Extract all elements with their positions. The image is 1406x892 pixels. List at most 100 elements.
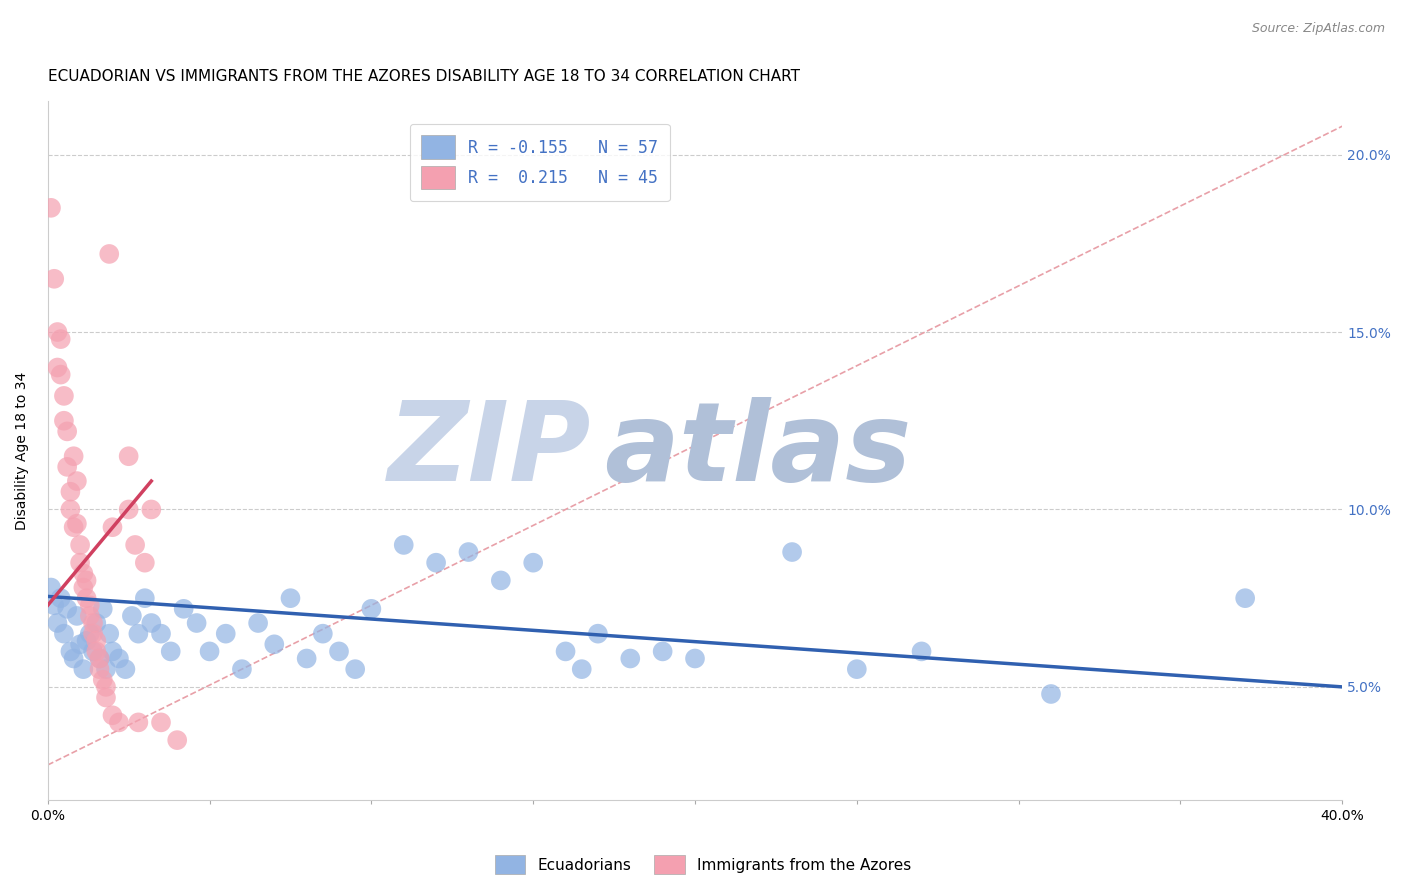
Point [127, 626, 149, 640]
Point [263, 637, 285, 651]
Point [59, 502, 82, 516]
Point [94, 680, 117, 694]
Point [247, 615, 270, 630]
Point [76, 633, 98, 648]
Point [98, 626, 121, 640]
Point [66, 608, 89, 623]
Point [683, 651, 706, 665]
Text: ZIP: ZIP [388, 398, 592, 504]
Point [59, 484, 82, 499]
Point [69, 556, 91, 570]
Point [52, 389, 75, 403]
Point [231, 662, 253, 676]
Text: Source: ZipAtlas.com: Source: ZipAtlas.com [1251, 22, 1385, 36]
Legend: Ecuadorians, Immigrants from the Azores: Ecuadorians, Immigrants from the Azores [489, 849, 917, 880]
Point [66, 516, 89, 531]
Point [173, 602, 195, 616]
Point [44, 599, 66, 613]
Point [69, 538, 91, 552]
Point [101, 520, 124, 534]
Point [39, 201, 62, 215]
Point [118, 449, 141, 463]
Point [571, 662, 593, 676]
Point [328, 644, 350, 658]
Point [49, 332, 72, 346]
Point [159, 644, 181, 658]
Point [619, 651, 641, 665]
Point [76, 591, 98, 606]
Point [49, 368, 72, 382]
Point [91, 602, 114, 616]
Point [215, 626, 238, 640]
Point [52, 626, 75, 640]
Point [280, 591, 302, 606]
Point [98, 247, 121, 261]
Point [121, 608, 143, 623]
Point [1040, 687, 1063, 701]
Point [910, 644, 932, 658]
Point [79, 626, 101, 640]
Point [344, 662, 367, 676]
Point [89, 651, 111, 665]
Point [82, 644, 104, 658]
Point [134, 556, 156, 570]
Point [59, 644, 82, 658]
Point [82, 626, 104, 640]
Text: atlas: atlas [605, 398, 911, 504]
Point [392, 538, 415, 552]
Point [586, 626, 609, 640]
Point [1234, 591, 1257, 606]
Point [150, 626, 173, 640]
Point [82, 615, 104, 630]
Point [124, 538, 146, 552]
Point [108, 651, 131, 665]
Legend: R = -0.155   N = 57, R =  0.215   N = 45: R = -0.155 N = 57, R = 0.215 N = 45 [409, 124, 669, 201]
Point [312, 626, 335, 640]
Point [127, 715, 149, 730]
Point [114, 662, 136, 676]
Point [72, 581, 94, 595]
Point [84, 615, 107, 630]
Point [39, 581, 62, 595]
Point [56, 425, 79, 439]
Point [94, 690, 117, 705]
Point [52, 414, 75, 428]
Point [554, 644, 576, 658]
Point [141, 615, 163, 630]
Point [89, 651, 111, 665]
Point [69, 637, 91, 651]
Point [91, 673, 114, 687]
Point [101, 708, 124, 723]
Point [79, 608, 101, 623]
Point [150, 715, 173, 730]
Point [62, 449, 84, 463]
Point [425, 556, 447, 570]
Point [66, 474, 89, 488]
Point [46, 325, 69, 339]
Point [84, 644, 107, 658]
Point [141, 502, 163, 516]
Point [134, 591, 156, 606]
Y-axis label: Disability Age 18 to 34: Disability Age 18 to 34 [15, 372, 30, 530]
Point [84, 633, 107, 648]
Point [46, 360, 69, 375]
Point [780, 545, 803, 559]
Point [62, 520, 84, 534]
Point [845, 662, 868, 676]
Point [166, 733, 188, 747]
Point [295, 651, 318, 665]
Point [46, 615, 69, 630]
Point [186, 615, 208, 630]
Point [457, 545, 479, 559]
Text: ECUADORIAN VS IMMIGRANTS FROM THE AZORES DISABILITY AGE 18 TO 34 CORRELATION CHA: ECUADORIAN VS IMMIGRANTS FROM THE AZORES… [48, 69, 800, 84]
Point [489, 574, 512, 588]
Point [118, 502, 141, 516]
Point [72, 566, 94, 581]
Point [44, 272, 66, 286]
Point [89, 662, 111, 676]
Point [94, 662, 117, 676]
Point [108, 715, 131, 730]
Point [56, 459, 79, 474]
Point [62, 651, 84, 665]
Point [76, 574, 98, 588]
